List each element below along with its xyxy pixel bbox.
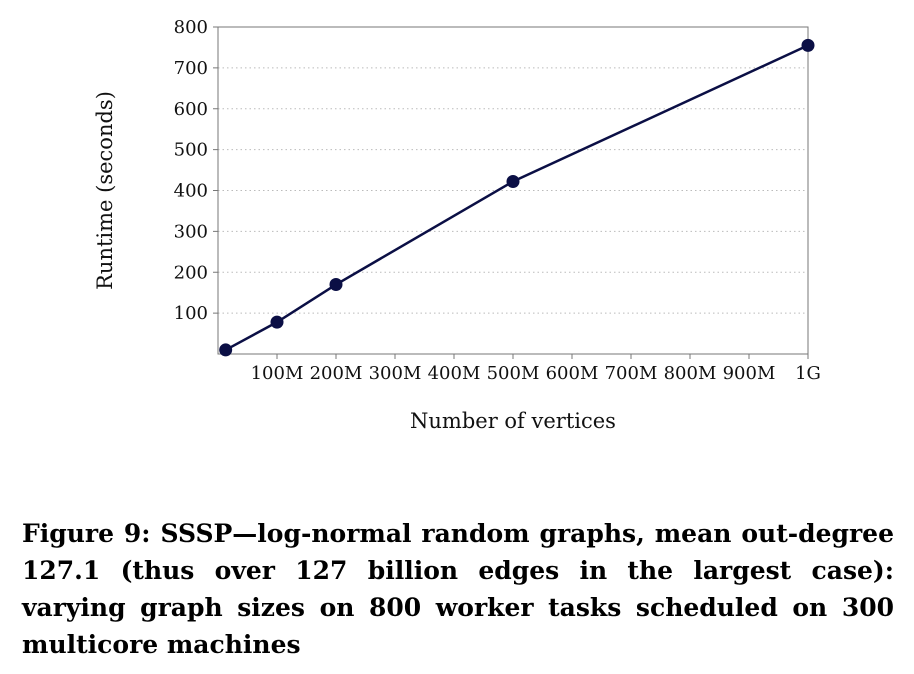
y-tick-label: 200 xyxy=(174,262,208,283)
gridlines xyxy=(218,67,808,314)
x-tick-label: 600M xyxy=(546,363,599,384)
y-tick-label: 300 xyxy=(174,221,208,242)
series-runtime xyxy=(219,38,815,357)
x-tick-label: 900M xyxy=(723,363,776,384)
y-tick-label: 100 xyxy=(174,303,208,324)
x-tick-label: 500M xyxy=(487,363,540,384)
y-tick-label: 500 xyxy=(174,140,208,161)
y-tick-label: 600 xyxy=(174,99,208,120)
y-axis-title: Runtime (seconds) xyxy=(93,91,117,290)
y-tick-label: 700 xyxy=(174,58,208,79)
data-point xyxy=(219,343,233,357)
runtime-line-chart: 100 200 300 400 500 600 700 800 100M 200M 300M 400… xyxy=(93,17,821,433)
data-point xyxy=(270,315,284,329)
series-line xyxy=(225,44,809,352)
y-tick-label: 800 xyxy=(174,17,208,38)
y-tick-label: 400 xyxy=(174,181,208,202)
x-tick-label: 300M xyxy=(369,363,422,384)
x-tick-label: 700M xyxy=(605,363,658,384)
x-tick-label: 100M xyxy=(251,363,304,384)
data-point xyxy=(506,175,520,189)
y-axis-ticks: 100 200 300 400 500 600 700 800 xyxy=(174,17,218,324)
figure-caption: Figure 9: SSSP—log-normal random graphs,… xyxy=(22,519,894,659)
x-tick-label: 200M xyxy=(310,363,363,384)
x-tick-label: 1G xyxy=(795,363,821,384)
data-point xyxy=(329,278,343,292)
x-tick-label: 400M xyxy=(428,363,481,384)
x-axis-ticks: 100M 200M 300M 400M 500M 600M 700M 800M 900M 1G xyxy=(251,354,821,384)
plot-area-frame xyxy=(217,26,809,355)
x-axis-title: Number of vertices xyxy=(410,409,616,433)
data-point xyxy=(801,38,815,52)
x-tick-label: 800M xyxy=(664,363,717,384)
